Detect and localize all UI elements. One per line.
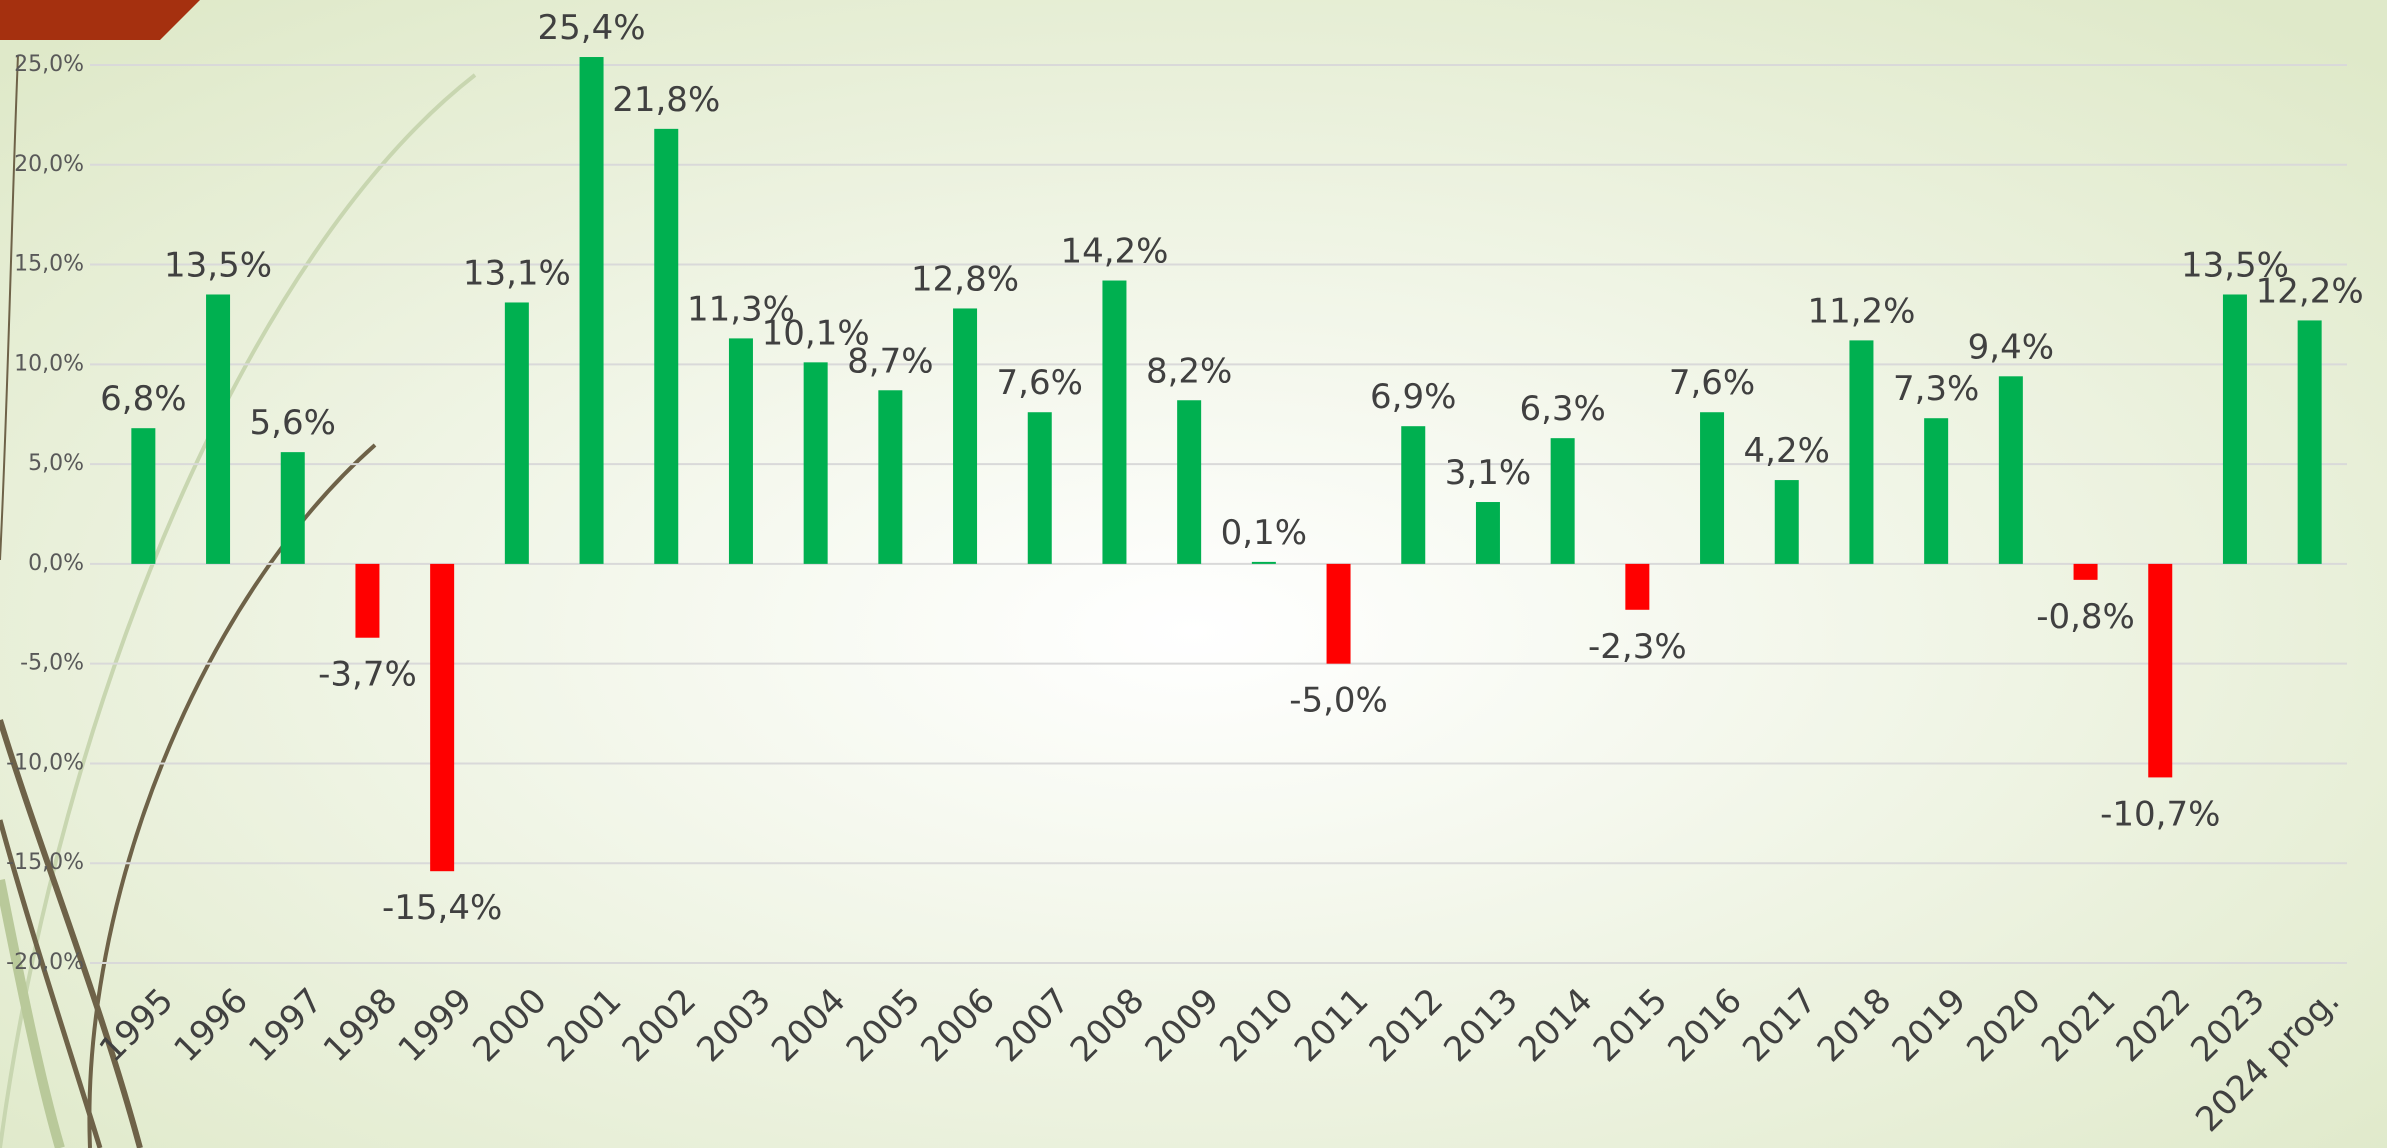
value-label: -0,8%: [2036, 597, 2135, 637]
y-tick-label: -10,0%: [6, 750, 84, 775]
bar: [1252, 562, 1276, 564]
y-tick-label: 25,0%: [14, 52, 84, 77]
value-label: -15,4%: [382, 888, 502, 928]
bar: [1849, 340, 1873, 564]
bar: [878, 390, 902, 564]
value-label: 9,4%: [1968, 327, 2054, 367]
value-label: -2,3%: [1588, 627, 1687, 667]
value-label: 0,1%: [1221, 513, 1307, 553]
bar: [1625, 564, 1649, 610]
value-label: 12,2%: [2256, 271, 2364, 311]
y-tick-label: -20,0%: [6, 950, 84, 975]
value-label: 4,2%: [1744, 431, 1830, 471]
value-label: 14,2%: [1060, 232, 1168, 272]
bar: [654, 129, 678, 564]
value-label: 12,8%: [911, 259, 1019, 299]
value-label: 3,1%: [1445, 453, 1531, 493]
bar: [430, 564, 454, 871]
value-label: 7,6%: [997, 363, 1083, 403]
bar: [729, 338, 753, 563]
bar: [2223, 294, 2247, 563]
bar: [1401, 426, 1425, 564]
bar: [1028, 412, 1052, 564]
bar: [131, 428, 155, 564]
page: -20,0% -15,0% -10,0% -5,0% 0,0% 5,0% 10,0% 15,0…: [0, 0, 2387, 1148]
bar: [804, 362, 828, 564]
bar: [1102, 281, 1126, 564]
bar: [1177, 400, 1201, 564]
bar: [355, 564, 379, 638]
y-tick-label: 15,0%: [14, 252, 84, 277]
bar: [206, 294, 230, 563]
value-label: -3,7%: [318, 655, 417, 695]
y-tick-label: 0,0%: [28, 551, 84, 576]
y-tick-label: -15,0%: [6, 850, 84, 875]
bar: [505, 302, 529, 563]
value-label: 6,9%: [1370, 377, 1456, 417]
value-label: 7,3%: [1893, 369, 1979, 409]
bar: [1551, 438, 1575, 564]
value-label: 13,5%: [164, 245, 272, 285]
bar: [2148, 564, 2172, 778]
value-label: -10,7%: [2100, 794, 2220, 834]
value-label: 6,3%: [1519, 389, 1605, 429]
value-label: 11,2%: [1807, 291, 1915, 331]
bar: [281, 452, 305, 564]
value-label: 21,8%: [612, 80, 720, 120]
chart: -20,0% -15,0% -10,0% -5,0% 0,0% 5,0% 10,0% 15,0…: [0, 0, 2387, 1148]
y-tick-label: 5,0%: [28, 451, 84, 476]
value-label: 13,1%: [463, 253, 571, 293]
y-tick-label: 20,0%: [14, 152, 84, 177]
bar: [1999, 376, 2023, 564]
bar: [1476, 502, 1500, 564]
bar: [953, 308, 977, 563]
bar: [1700, 412, 1724, 564]
bar: [1327, 564, 1351, 664]
value-label: -5,0%: [1289, 681, 1388, 721]
value-label: 8,2%: [1146, 351, 1232, 391]
value-label: 8,7%: [847, 341, 933, 381]
bar: [2298, 320, 2322, 563]
y-tick-label: 10,0%: [14, 351, 84, 376]
bar: [1924, 418, 1948, 564]
bar: [1775, 480, 1799, 564]
bar: [580, 57, 604, 564]
y-tick-label: -5,0%: [20, 651, 84, 676]
bar: [2074, 564, 2098, 580]
value-label: 6,8%: [100, 379, 186, 419]
value-label: 25,4%: [538, 8, 646, 48]
value-label: 7,6%: [1669, 363, 1755, 403]
value-label: 5,6%: [250, 403, 336, 443]
